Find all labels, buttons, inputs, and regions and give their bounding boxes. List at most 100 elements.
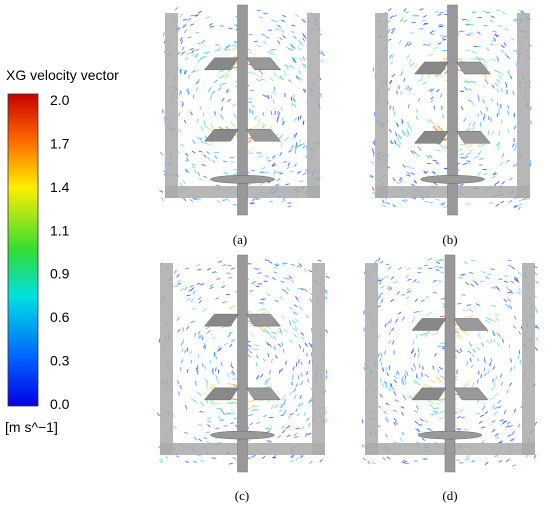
flow-vector bbox=[393, 111, 396, 116]
flow-vector bbox=[391, 387, 396, 391]
flow-vector bbox=[436, 88, 440, 93]
flow-vector bbox=[199, 106, 202, 111]
flow-vector bbox=[186, 294, 191, 297]
flow-vector bbox=[408, 125, 413, 131]
flow-vector bbox=[280, 280, 285, 283]
flow-vector bbox=[229, 121, 237, 128]
flow-vector bbox=[386, 456, 391, 460]
flow-vector bbox=[456, 428, 461, 431]
flow-vector bbox=[182, 18, 187, 21]
flow-vector bbox=[430, 88, 434, 93]
flow-vector bbox=[179, 385, 183, 389]
flow-vector bbox=[466, 454, 471, 458]
flow-vector bbox=[196, 391, 202, 396]
flow-vector bbox=[281, 425, 285, 430]
flow-vector bbox=[247, 148, 254, 153]
flow-vector bbox=[421, 437, 426, 441]
flow-vector bbox=[499, 162, 503, 166]
flow-vector bbox=[190, 359, 193, 364]
flow-vector bbox=[285, 183, 290, 186]
flow-vector bbox=[195, 87, 199, 92]
flow-vector bbox=[292, 45, 296, 49]
flow-vector bbox=[405, 165, 410, 168]
flow-vector bbox=[468, 342, 473, 347]
flow-vector bbox=[180, 51, 184, 56]
flow-vector bbox=[186, 169, 190, 174]
flow-vector bbox=[162, 32, 165, 37]
flow-vector bbox=[216, 402, 223, 405]
flow-vector bbox=[491, 84, 495, 89]
flow-vector bbox=[253, 115, 258, 120]
flow-vector bbox=[220, 106, 224, 111]
flow-vector bbox=[505, 459, 510, 463]
flow-vector bbox=[298, 70, 301, 75]
flow-vector bbox=[462, 383, 469, 388]
flow-vector bbox=[282, 121, 286, 126]
flow-vector bbox=[281, 19, 286, 22]
flow-vector bbox=[226, 272, 231, 275]
flow-vector bbox=[390, 139, 393, 144]
flow-vector bbox=[293, 304, 298, 308]
flow-vector bbox=[299, 115, 302, 120]
flow-vector bbox=[429, 118, 434, 125]
flow-vector bbox=[477, 94, 480, 99]
flow-vector bbox=[309, 460, 313, 464]
flow-vector bbox=[496, 180, 500, 185]
flow-vector bbox=[205, 51, 211, 55]
flow-vector bbox=[428, 154, 433, 158]
flow-vector bbox=[500, 381, 504, 386]
flow-vector bbox=[213, 271, 218, 274]
flow-vector bbox=[185, 70, 188, 75]
flow-vector bbox=[389, 54, 393, 59]
flow-vector bbox=[518, 271, 522, 276]
flow-vector bbox=[325, 418, 328, 423]
flow-vector bbox=[436, 344, 441, 348]
flow-vector bbox=[414, 428, 420, 430]
flow-vector bbox=[293, 163, 297, 167]
flow-vector bbox=[302, 88, 306, 93]
flow-vector bbox=[183, 70, 186, 75]
flow-vector bbox=[220, 362, 223, 367]
flow-vector bbox=[512, 91, 515, 96]
flow-vector bbox=[258, 155, 263, 158]
flow-vector bbox=[200, 283, 205, 286]
flow-vector bbox=[367, 460, 371, 465]
flow-vector bbox=[273, 271, 278, 274]
flow-vector bbox=[465, 152, 471, 157]
flow-vector bbox=[178, 112, 181, 117]
flow-vector bbox=[488, 362, 492, 367]
flow-vector bbox=[470, 283, 475, 287]
flow-vector bbox=[464, 380, 471, 385]
flow-vector bbox=[497, 342, 500, 347]
flow-vector bbox=[248, 350, 253, 354]
flow-vector bbox=[477, 332, 481, 339]
flow-vector bbox=[492, 30, 497, 33]
flow-vector bbox=[505, 425, 510, 428]
flow-vector bbox=[260, 373, 264, 378]
colorbar bbox=[7, 93, 39, 407]
flow-vector bbox=[434, 149, 441, 152]
flow-vector bbox=[247, 48, 253, 52]
flow-vector bbox=[492, 171, 497, 175]
flow-vector bbox=[304, 342, 308, 347]
baffle bbox=[312, 263, 325, 455]
flow-vector bbox=[191, 163, 196, 166]
flow-vector bbox=[385, 418, 389, 423]
flow-vector bbox=[467, 350, 472, 354]
flow-vector bbox=[281, 262, 286, 266]
flow-vector bbox=[194, 14, 199, 17]
flow-vector bbox=[209, 286, 214, 289]
flow-vector bbox=[229, 343, 233, 348]
flow-vector bbox=[393, 375, 398, 380]
flow-vector bbox=[300, 361, 303, 366]
flow-vector bbox=[501, 11, 506, 15]
flow-vector bbox=[472, 101, 475, 106]
flow-vector bbox=[433, 407, 440, 409]
flow-vector bbox=[464, 155, 469, 160]
flow-vector bbox=[302, 172, 307, 176]
baffle bbox=[307, 13, 320, 198]
flow-vector bbox=[493, 406, 498, 410]
baffle bbox=[165, 13, 178, 198]
flow-vector bbox=[226, 402, 234, 405]
flow-vector bbox=[379, 393, 383, 398]
